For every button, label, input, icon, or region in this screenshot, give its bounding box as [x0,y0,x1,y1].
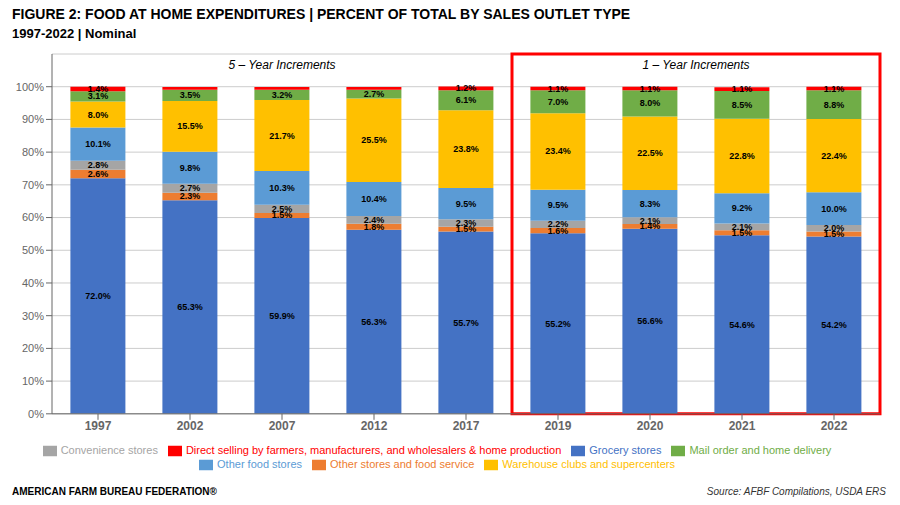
html-text:Source: AFBF Compilations, USD: Source: AFBF Compilations, USDA ERS [706,486,886,497]
svg-text:2022: 2022 [821,419,848,433]
svg-text:2.1%: 2.1% [732,222,753,232]
html-text:Mail order and home delivery: Mail order and home delivery [689,443,832,456]
svg-text:22.8%: 22.8% [729,151,755,161]
svg-text:2.2%: 2.2% [548,219,569,229]
svg-text:54.2%: 54.2% [821,320,847,330]
svg-text:100%: 100% [16,81,44,93]
svg-text:0%: 0% [28,408,44,420]
svg-text:5 – Year Increments: 5 – Year Increments [228,58,335,72]
svg-text:8.5%: 8.5% [732,100,753,110]
svg-text:2.3%: 2.3% [456,218,477,228]
svg-text:10.1%: 10.1% [85,139,111,149]
svg-text:1.5%: 1.5% [455,224,477,235]
svg-text:1.1%: 1.1% [824,84,845,94]
svg-text:21.7%: 21.7% [269,131,295,141]
svg-text:2.4%: 2.4% [364,215,385,225]
svg-text:8.3%: 8.3% [640,199,661,209]
html-text:Other food stores: Other food stores [217,457,302,470]
html-text:Warehouse clubs and supercente: Warehouse clubs and supercenters [502,457,675,470]
svg-text:2002: 2002 [177,419,204,433]
svg-text:1997: 1997 [85,419,112,433]
svg-text:25.5%: 25.5% [361,135,387,145]
svg-text:2.0%: 2.0% [824,223,845,233]
svg-text:56.6%: 56.6% [637,316,663,326]
svg-text:10%: 10% [22,375,44,387]
svg-text:2017: 2017 [453,419,480,433]
html-text:Other stores and food service: Other stores and food service [330,457,475,470]
svg-text:22.5%: 22.5% [637,148,663,158]
html-text:Grocery stores: Grocery stores [589,443,662,456]
svg-text:2012: 2012 [361,419,388,433]
svg-text:2021: 2021 [729,419,756,433]
svg-text:65.3%: 65.3% [177,302,203,312]
svg-text:9.2%: 9.2% [732,203,753,213]
svg-text:10.0%: 10.0% [821,204,847,214]
svg-text:2.6%: 2.6% [88,169,109,179]
html-text:FIGURE 2: FOOD AT HOME EXPENDI: FIGURE 2: FOOD AT HOME EXPENDITURES | PE… [12,6,631,22]
svg-text:10.3%: 10.3% [269,183,295,193]
svg-text:20%: 20% [22,342,44,354]
svg-text:54.6%: 54.6% [729,320,755,330]
svg-text:1.1%: 1.1% [732,84,753,94]
svg-text:40%: 40% [22,277,44,289]
svg-text:2.3%: 2.3% [179,191,201,202]
svg-text:1.2%: 1.2% [456,83,477,93]
svg-text:3.1%: 3.1% [87,91,109,102]
svg-text:2.7%: 2.7% [364,89,385,99]
svg-text:1.5%: 1.5% [823,229,845,240]
svg-text:1 – Year Increments: 1 – Year Increments [642,58,749,72]
svg-text:2020: 2020 [637,419,664,433]
svg-text:1.4%: 1.4% [639,221,661,232]
svg-text:59.9%: 59.9% [269,311,295,321]
svg-text:8.0%: 8.0% [88,110,109,120]
svg-text:55.2%: 55.2% [545,319,571,329]
svg-text:2019: 2019 [545,419,572,433]
svg-text:23.8%: 23.8% [453,144,479,154]
html-text:Convenience stores: Convenience stores [60,443,158,456]
svg-text:30%: 30% [22,310,44,322]
svg-text:3.5%: 3.5% [180,90,201,100]
svg-text:80%: 80% [22,146,44,158]
svg-text:60%: 60% [22,211,44,223]
svg-text:50%: 50% [22,244,44,256]
svg-text:10.4%: 10.4% [361,194,387,204]
svg-text:55.7%: 55.7% [453,318,479,328]
svg-text:3.2%: 3.2% [272,90,293,100]
svg-text:2.7%: 2.7% [180,183,201,193]
svg-text:22.4%: 22.4% [821,151,847,161]
svg-text:1.5%: 1.5% [271,210,293,221]
svg-text:7.0%: 7.0% [548,97,569,107]
svg-text:1.1%: 1.1% [548,84,569,94]
svg-text:2.5%: 2.5% [272,204,293,214]
html-text:Direct selling by farmers, man: Direct selling by farmers, manufacturers… [185,443,562,456]
svg-text:1.6%: 1.6% [547,225,569,236]
svg-text:23.4%: 23.4% [545,146,571,156]
svg-text:8.0%: 8.0% [640,98,661,108]
svg-text:9.8%: 9.8% [180,163,201,173]
html-text:AMERICAN FARM BUREAU FEDERATIO: AMERICAN FARM BUREAU FEDERATION® [12,486,217,497]
svg-text:15.5%: 15.5% [177,121,203,131]
svg-text:72.0%: 72.0% [85,291,111,301]
svg-text:56.3%: 56.3% [361,317,387,327]
svg-text:2.1%: 2.1% [640,216,661,226]
html-text:1997-2022 | Nominal: 1997-2022 | Nominal [12,26,137,41]
svg-text:1.4%: 1.4% [88,84,109,94]
svg-text:8.8%: 8.8% [824,100,845,110]
svg-text:9.5%: 9.5% [456,199,477,209]
svg-text:2.8%: 2.8% [88,160,109,170]
svg-text:90%: 90% [22,113,44,125]
svg-text:70%: 70% [22,179,44,191]
svg-text:1.1%: 1.1% [640,84,661,94]
svg-text:6.1%: 6.1% [456,95,477,105]
svg-text:1.5%: 1.5% [731,227,753,238]
svg-text:2007: 2007 [269,419,296,433]
svg-text:1.8%: 1.8% [363,221,385,232]
svg-text:9.5%: 9.5% [548,200,569,210]
